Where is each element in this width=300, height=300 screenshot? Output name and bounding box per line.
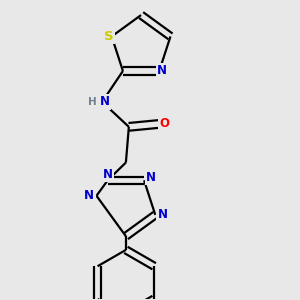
Text: O: O xyxy=(160,117,170,130)
Text: N: N xyxy=(100,95,110,108)
Text: S: S xyxy=(104,30,113,43)
Text: N: N xyxy=(103,168,113,181)
Text: N: N xyxy=(158,208,167,221)
Text: H: H xyxy=(88,97,96,107)
Text: N: N xyxy=(157,64,167,77)
Text: N: N xyxy=(146,171,156,184)
Text: N: N xyxy=(84,189,94,202)
